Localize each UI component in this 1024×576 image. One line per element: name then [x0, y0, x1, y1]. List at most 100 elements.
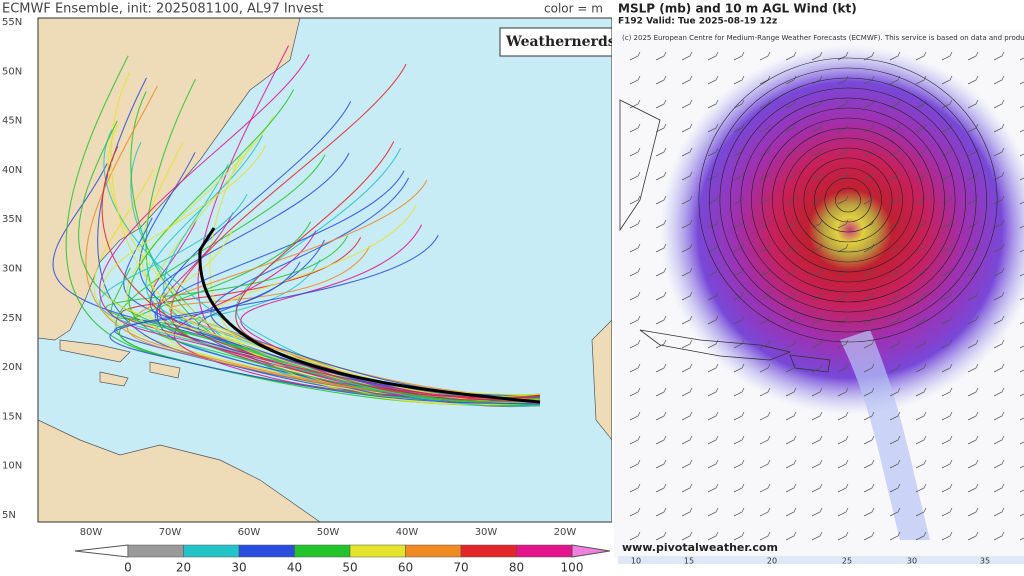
lat-label: 25N	[2, 313, 22, 324]
wind-band	[840, 330, 930, 540]
wind-barb	[681, 123, 693, 133]
lon-label: 50W	[317, 527, 340, 538]
wind-barb	[759, 435, 771, 445]
wind-barb	[941, 531, 953, 541]
right-subtitle: F192 Valid: Tue 2025-08-19 12z	[618, 17, 777, 27]
wind-barb	[941, 219, 953, 229]
wind-barb	[655, 195, 667, 205]
wind-barb	[863, 291, 875, 301]
wind-barb	[1019, 81, 1024, 85]
wind-barb	[707, 171, 719, 181]
left-title: ECMWF Ensemble, init: 2025081100, AL97 I…	[2, 2, 323, 17]
wind-barb	[811, 75, 823, 85]
wind-barb	[837, 243, 849, 253]
wind-barb	[629, 147, 641, 157]
wind-barb	[629, 507, 641, 517]
wind-barb	[967, 411, 979, 421]
wind-barb	[759, 123, 771, 133]
wind-barb	[889, 267, 901, 277]
wind-barb	[707, 99, 719, 109]
wind-barb	[837, 75, 849, 85]
wind-barb	[681, 483, 693, 493]
wind-barb	[707, 147, 719, 157]
wind-barb	[941, 387, 953, 397]
wind-barb	[915, 507, 927, 517]
wind-barb	[967, 123, 979, 133]
wind-barb	[785, 99, 797, 109]
lon-label: 20W	[554, 527, 577, 538]
colorbar-label: 0	[124, 561, 132, 575]
wind-barb	[655, 339, 667, 349]
wind-barb	[629, 411, 641, 421]
wind-barb	[733, 195, 745, 205]
wind-barb	[889, 507, 901, 517]
wind-barb	[967, 147, 979, 157]
wind-barb	[655, 267, 667, 277]
wind-barb	[837, 99, 849, 109]
wind-barb	[707, 507, 719, 517]
wind-barb	[863, 339, 875, 349]
wind-barb	[629, 363, 641, 373]
wind-barb	[863, 99, 875, 109]
lat-label: 15N	[2, 411, 22, 422]
lon-label: 80W	[80, 527, 103, 538]
wind-barb	[733, 99, 745, 109]
colorbar-segment	[516, 544, 573, 558]
wind-barb	[629, 123, 641, 133]
wind-barb	[837, 147, 849, 157]
wind-barb	[759, 219, 771, 229]
wind-barb	[915, 75, 927, 85]
wind-barb	[967, 267, 979, 277]
wind-barb	[811, 363, 823, 373]
wind-barb	[655, 123, 667, 133]
wind-barb	[915, 243, 927, 253]
wind-barb	[655, 459, 667, 469]
wind-barb	[915, 387, 927, 397]
wind-barb	[759, 339, 771, 349]
wind-barb	[967, 339, 979, 349]
wind-barb	[681, 75, 693, 85]
lat-label: 45N	[2, 116, 22, 127]
wind-barb	[629, 243, 641, 253]
wind-barb	[811, 459, 823, 469]
wind-barb	[811, 411, 823, 421]
wind-barb	[785, 267, 797, 277]
wind-barb	[915, 171, 927, 181]
wind-barb	[785, 339, 797, 349]
wind-barb	[681, 267, 693, 277]
wind-barb	[785, 123, 797, 133]
wind-barb	[785, 51, 797, 61]
wind-barb	[889, 51, 901, 61]
isobar	[751, 107, 945, 293]
wind-barb	[785, 507, 797, 517]
wind-barb	[655, 219, 667, 229]
wind-barb	[759, 483, 771, 493]
africa	[591, 319, 612, 441]
isobar	[698, 57, 998, 343]
wind-barb	[655, 531, 667, 541]
colorbar-label: 100	[561, 561, 584, 575]
wind-barb	[967, 387, 979, 397]
wind-barb	[785, 483, 797, 493]
wind-barb	[733, 267, 745, 277]
wind-barb	[967, 363, 979, 373]
wind-barb	[811, 123, 823, 133]
wind-barb	[967, 291, 979, 301]
wind-barb	[629, 219, 641, 229]
left-map	[38, 18, 612, 522]
wind-barb	[785, 363, 797, 373]
wind-barb	[811, 267, 823, 277]
wind-barb	[863, 51, 875, 61]
wind-barb	[733, 411, 745, 421]
colorbar-label: 60	[398, 561, 413, 575]
wind-barb	[759, 363, 771, 373]
wind-barb	[889, 315, 901, 325]
wind-barb	[707, 291, 719, 301]
wind-barb	[967, 483, 979, 493]
wind-barb	[993, 171, 1005, 181]
wind-barb	[889, 363, 901, 373]
lat-label: 35N	[2, 214, 22, 225]
wind-barb	[681, 459, 693, 469]
wind-barb	[629, 99, 641, 109]
